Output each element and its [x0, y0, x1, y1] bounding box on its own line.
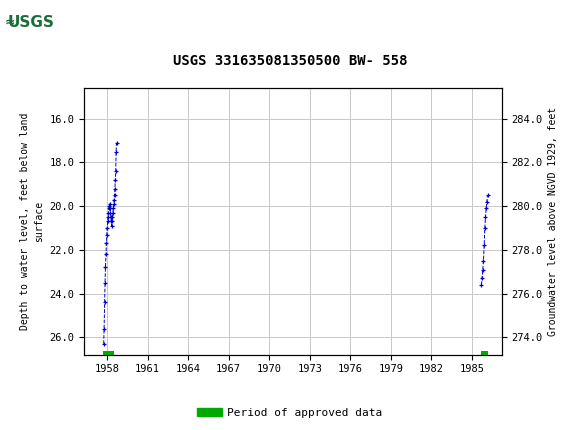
Legend: Period of approved data: Period of approved data	[193, 403, 387, 422]
Text: USGS: USGS	[8, 15, 55, 30]
Text: USGS 331635081350500 BW- 558: USGS 331635081350500 BW- 558	[173, 54, 407, 68]
FancyBboxPatch shape	[5, 3, 71, 42]
Y-axis label: Depth to water level, feet below land
surface: Depth to water level, feet below land su…	[20, 113, 44, 330]
Text: ≈: ≈	[5, 16, 15, 29]
Y-axis label: Groundwater level above NGVD 1929, feet: Groundwater level above NGVD 1929, feet	[548, 107, 558, 336]
Bar	[481, 351, 488, 354]
Bar	[103, 351, 114, 354]
